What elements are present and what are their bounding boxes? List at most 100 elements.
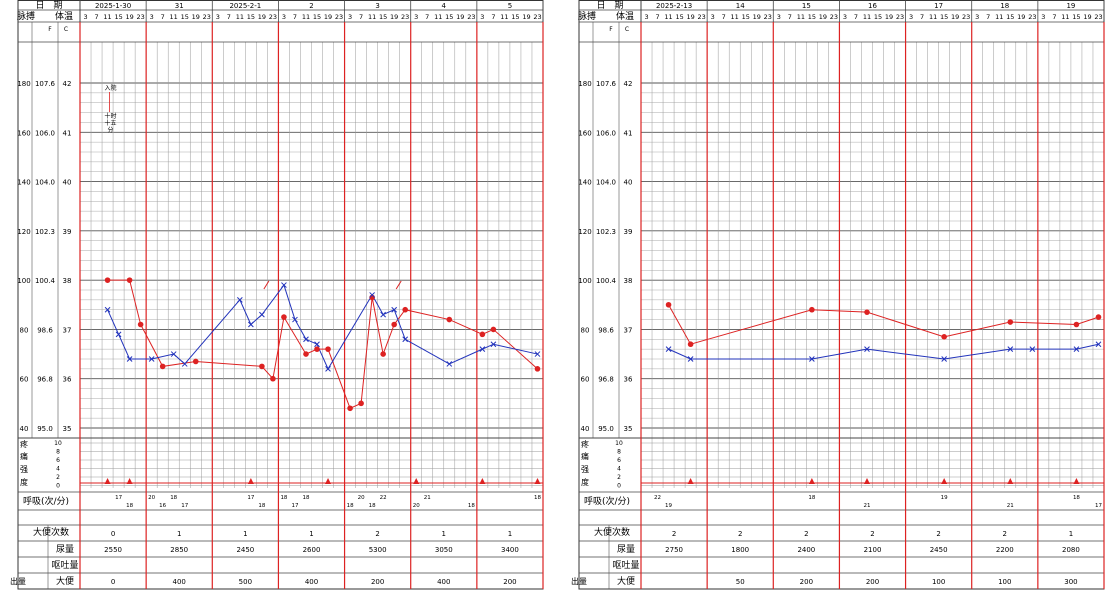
pulse-point [314, 346, 320, 352]
temperature-point [1095, 341, 1102, 348]
pulse-point [687, 341, 694, 348]
f-tick: 104.0 [35, 179, 55, 187]
time-label: 23 [896, 13, 904, 21]
time-label: 23 [136, 13, 144, 21]
f-tick: 98.6 [598, 326, 614, 334]
time-label: 7 [94, 13, 98, 21]
time-label: 7 [491, 13, 495, 21]
resp-label: 呼吸(次/分) [584, 495, 630, 507]
stool-count-value: 1 [508, 530, 512, 538]
time-label: 3 [480, 13, 484, 21]
date-cell: 16 [868, 2, 877, 10]
pain-label: 痛 [20, 451, 28, 461]
pain-label: 度 [581, 477, 589, 487]
pulse-point [270, 375, 276, 382]
pain-tick: 6 [56, 457, 60, 464]
pain-marker [247, 478, 254, 484]
c-tick: 40 [624, 179, 633, 187]
c-tick: 42 [624, 80, 633, 88]
time-label: 11 [170, 13, 178, 21]
urine-value: 2600 [303, 546, 321, 554]
resp-value: 18 [302, 495, 309, 501]
pulse-point [1007, 319, 1014, 325]
c-tick: 36 [624, 376, 633, 384]
pulse-point [259, 363, 265, 370]
urine-value: 2400 [797, 546, 815, 554]
time-label: 7 [986, 13, 990, 21]
time-label: 19 [1017, 13, 1025, 21]
pulse-tick: 60 [20, 376, 29, 384]
stool-value: 400 [437, 578, 450, 586]
pulse-tick: 120 [17, 228, 30, 236]
pain-marker [863, 478, 870, 484]
stool-count-label: 大便次数 [594, 526, 630, 538]
time-label: 11 [368, 13, 376, 21]
pain-label: 强 [20, 465, 28, 474]
pain-marker [1073, 478, 1080, 484]
time-label: 3 [216, 13, 220, 21]
stool-count-value: 1 [442, 530, 446, 538]
stool-count-value: 2 [738, 530, 742, 538]
time-label: 7 [359, 13, 363, 21]
pulse-point [809, 306, 815, 313]
pulse-tick: 180 [578, 80, 591, 88]
stool-count-label: 大便次数 [33, 526, 69, 538]
time-label: 15 [313, 13, 321, 21]
date-cell: 31 [175, 2, 184, 10]
pulse-point [446, 316, 453, 323]
time-label: 19 [125, 13, 133, 21]
time-label: 3 [711, 13, 715, 21]
time-label: 15 [379, 13, 387, 21]
date-cell: 17 [934, 2, 943, 10]
resp-value: 18 [1073, 495, 1080, 501]
pain-tick: 6 [617, 457, 621, 464]
pain-tick: 0 [617, 483, 621, 490]
stool-count-value: 1 [243, 530, 247, 538]
stool-label: 大便 [56, 575, 74, 587]
temperature-point [325, 366, 331, 372]
urine-value: 3400 [501, 546, 519, 554]
temperature-point [446, 361, 453, 367]
pulse-point [358, 400, 364, 407]
c-tick: 41 [63, 129, 72, 137]
time-label: 7 [425, 13, 429, 21]
stool-value: 400 [305, 578, 318, 586]
pain-marker [325, 478, 332, 484]
pain-marker [808, 478, 815, 484]
time-label: 15 [675, 13, 683, 21]
pulse-label: 脉搏 [17, 10, 35, 22]
pulse-point [303, 351, 309, 357]
time-label: 11 [863, 13, 871, 21]
time-label: 23 [335, 13, 343, 21]
urine-value: 5300 [369, 546, 387, 554]
time-label: 11 [434, 13, 442, 21]
stool-value: 500 [239, 578, 252, 586]
admission-note: 入院 [105, 84, 117, 92]
temperature-point [1007, 346, 1014, 352]
temperature-point [380, 311, 387, 318]
temperature-point [809, 356, 815, 362]
time-label: 11 [929, 13, 937, 21]
pain-label: 疼 [20, 439, 28, 449]
pain-label: 痛 [581, 451, 589, 461]
f-tick: 102.3 [596, 228, 616, 236]
pulse-tick: 140 [578, 179, 591, 187]
temperature-point [259, 311, 265, 318]
resp-value: 18 [468, 503, 475, 509]
pulse-point [281, 314, 287, 320]
resp-value: 18 [369, 503, 376, 509]
stool-value: 100 [932, 578, 945, 586]
date-cell: 2025-2-1 [229, 2, 261, 10]
resp-value: 17 [115, 495, 122, 501]
time-label: 11 [1061, 13, 1069, 21]
temperature-point [148, 356, 155, 362]
temperature-point [1029, 346, 1036, 352]
pain-tick: 4 [56, 466, 60, 473]
pulse-tick: 120 [578, 228, 591, 236]
time-label: 23 [203, 13, 211, 21]
f-tick: 96.8 [598, 376, 614, 384]
date-cell: 5 [508, 2, 512, 10]
f-tick: 106.0 [596, 129, 616, 137]
temperature-point [1073, 346, 1080, 352]
admission-note: 十五 [105, 119, 117, 127]
